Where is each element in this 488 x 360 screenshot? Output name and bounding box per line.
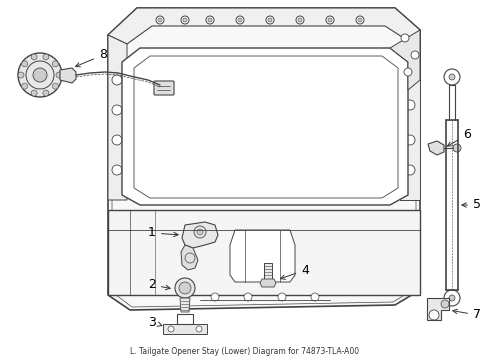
Circle shape: [21, 61, 28, 67]
Circle shape: [267, 18, 271, 22]
Circle shape: [31, 54, 37, 60]
Polygon shape: [108, 8, 419, 310]
Circle shape: [112, 165, 122, 175]
Circle shape: [210, 293, 219, 301]
Circle shape: [175, 278, 195, 298]
FancyBboxPatch shape: [154, 81, 174, 95]
Circle shape: [52, 83, 58, 89]
Polygon shape: [260, 279, 275, 287]
Polygon shape: [264, 263, 271, 279]
Circle shape: [156, 16, 163, 24]
Polygon shape: [122, 48, 407, 205]
Text: 8: 8: [76, 49, 107, 67]
Polygon shape: [426, 298, 448, 320]
Polygon shape: [180, 298, 190, 312]
Polygon shape: [134, 56, 397, 198]
Circle shape: [112, 75, 122, 85]
Circle shape: [310, 293, 318, 301]
Circle shape: [181, 16, 189, 24]
Circle shape: [197, 229, 203, 235]
Text: L. Tailgate Opener Stay (Lower) Diagram for 74873-TLA-A00: L. Tailgate Opener Stay (Lower) Diagram …: [130, 347, 358, 356]
Circle shape: [18, 72, 24, 78]
Text: 4: 4: [280, 264, 308, 279]
Circle shape: [403, 68, 411, 76]
Circle shape: [205, 16, 214, 24]
Circle shape: [196, 326, 202, 332]
Polygon shape: [181, 245, 198, 270]
Polygon shape: [108, 35, 127, 200]
Polygon shape: [108, 8, 419, 44]
Circle shape: [244, 293, 251, 301]
Circle shape: [357, 18, 361, 22]
Text: 6: 6: [447, 129, 470, 146]
Circle shape: [236, 16, 244, 24]
Polygon shape: [427, 141, 443, 155]
Circle shape: [179, 282, 191, 294]
Circle shape: [112, 105, 122, 115]
Circle shape: [448, 295, 454, 301]
Circle shape: [404, 165, 414, 175]
Circle shape: [168, 326, 174, 332]
Circle shape: [327, 18, 331, 22]
Circle shape: [43, 90, 49, 96]
Text: 3: 3: [148, 315, 162, 328]
Circle shape: [33, 68, 47, 82]
Circle shape: [355, 16, 363, 24]
Circle shape: [158, 18, 162, 22]
Circle shape: [452, 144, 460, 152]
Polygon shape: [60, 68, 76, 83]
Polygon shape: [163, 324, 206, 334]
Polygon shape: [182, 222, 218, 248]
Polygon shape: [399, 30, 419, 200]
Circle shape: [265, 16, 273, 24]
Text: 7: 7: [452, 309, 480, 321]
Circle shape: [183, 18, 186, 22]
Text: 1: 1: [148, 226, 178, 239]
Circle shape: [448, 74, 454, 80]
Circle shape: [18, 53, 62, 97]
Circle shape: [440, 300, 448, 308]
Circle shape: [404, 70, 414, 80]
Circle shape: [410, 51, 418, 59]
Polygon shape: [229, 230, 294, 282]
Circle shape: [404, 100, 414, 110]
Circle shape: [325, 16, 333, 24]
Circle shape: [21, 83, 28, 89]
Circle shape: [43, 54, 49, 60]
Circle shape: [207, 18, 212, 22]
Circle shape: [400, 34, 408, 42]
Circle shape: [31, 90, 37, 96]
Circle shape: [238, 18, 242, 22]
Polygon shape: [389, 30, 419, 90]
Circle shape: [428, 310, 438, 320]
Polygon shape: [108, 210, 419, 295]
Circle shape: [278, 293, 285, 301]
Circle shape: [52, 61, 58, 67]
Text: 5: 5: [461, 198, 480, 211]
Circle shape: [295, 16, 304, 24]
Circle shape: [404, 135, 414, 145]
Text: 2: 2: [148, 279, 170, 292]
Circle shape: [112, 135, 122, 145]
Circle shape: [297, 18, 302, 22]
Circle shape: [56, 72, 62, 78]
